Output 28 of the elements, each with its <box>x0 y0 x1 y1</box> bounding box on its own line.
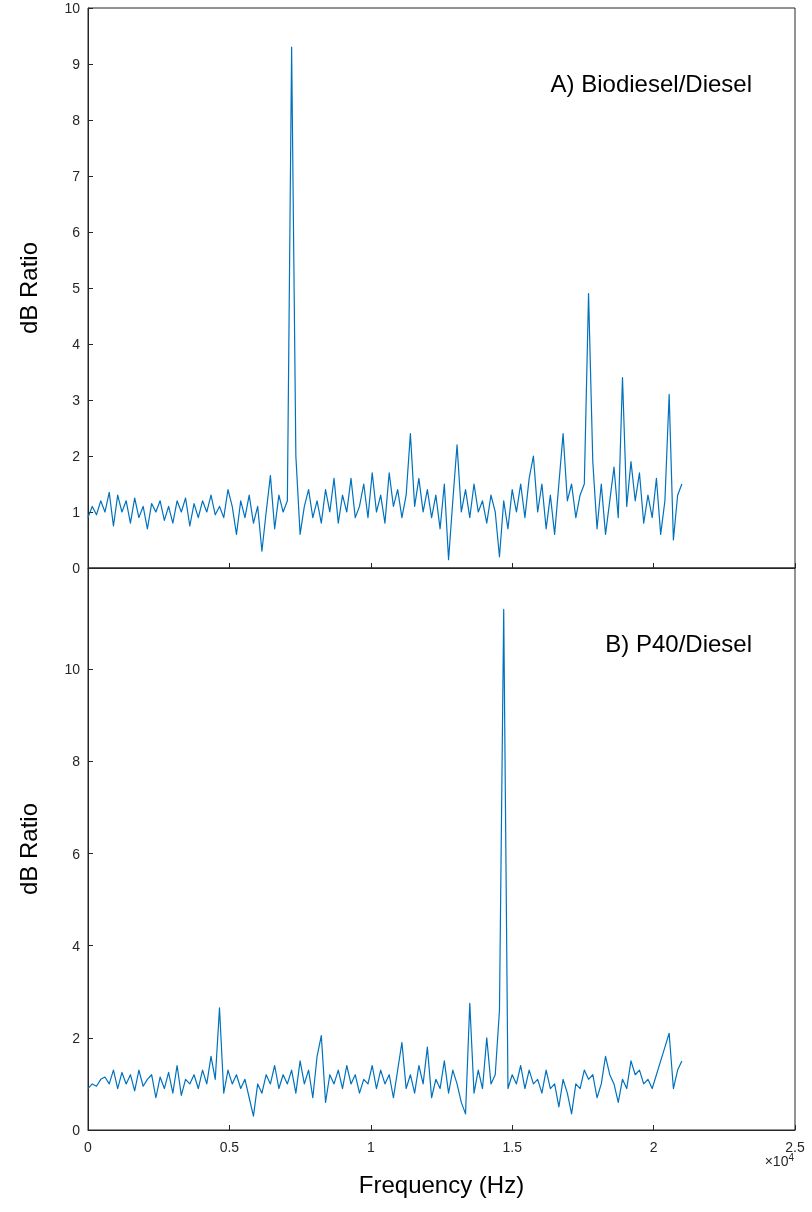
x-tick-label: 2 <box>649 1139 658 1155</box>
y-axis-title: dB Ratio <box>14 802 42 896</box>
x-tick-label: 1.5 <box>502 1139 523 1155</box>
y-tick-label: 6 <box>72 845 81 862</box>
y-tick-label: 4 <box>72 937 81 954</box>
x-tick-label: 0 <box>84 1139 93 1155</box>
y-tick-label: 10 <box>64 661 81 678</box>
y-tick-label: 8 <box>72 753 81 770</box>
y-tick-label: 10 <box>64 0 81 16</box>
y-axis-title: dB Ratio <box>14 241 42 335</box>
y-tick-label: 8 <box>72 112 81 128</box>
y-tick-label: 0 <box>72 560 81 576</box>
x-tick-label: 0.5 <box>219 1139 240 1155</box>
y-tick-label: 9 <box>72 56 81 72</box>
text: B) P40/Diesel <box>605 629 752 657</box>
x-tick-label: 1 <box>366 1139 375 1155</box>
y-tick-label: 7 <box>72 168 81 184</box>
y-tick-label: 2 <box>72 1029 81 1046</box>
y-tick-label: 0 <box>72 1122 81 1138</box>
x-tick-label: 2.5 <box>785 1139 805 1155</box>
y-tick-label: 6 <box>72 224 81 240</box>
x-axis-title: Frequency (Hz) <box>358 1170 525 1198</box>
y-tick-label: 2 <box>72 448 81 464</box>
y-tick-label: 3 <box>72 392 81 408</box>
y-tick-label: 5 <box>72 280 81 296</box>
text: A) Biodiesel/Diesel <box>550 69 752 97</box>
y-tick-label: 1 <box>72 504 81 520</box>
y-tick-label: 4 <box>72 336 81 352</box>
